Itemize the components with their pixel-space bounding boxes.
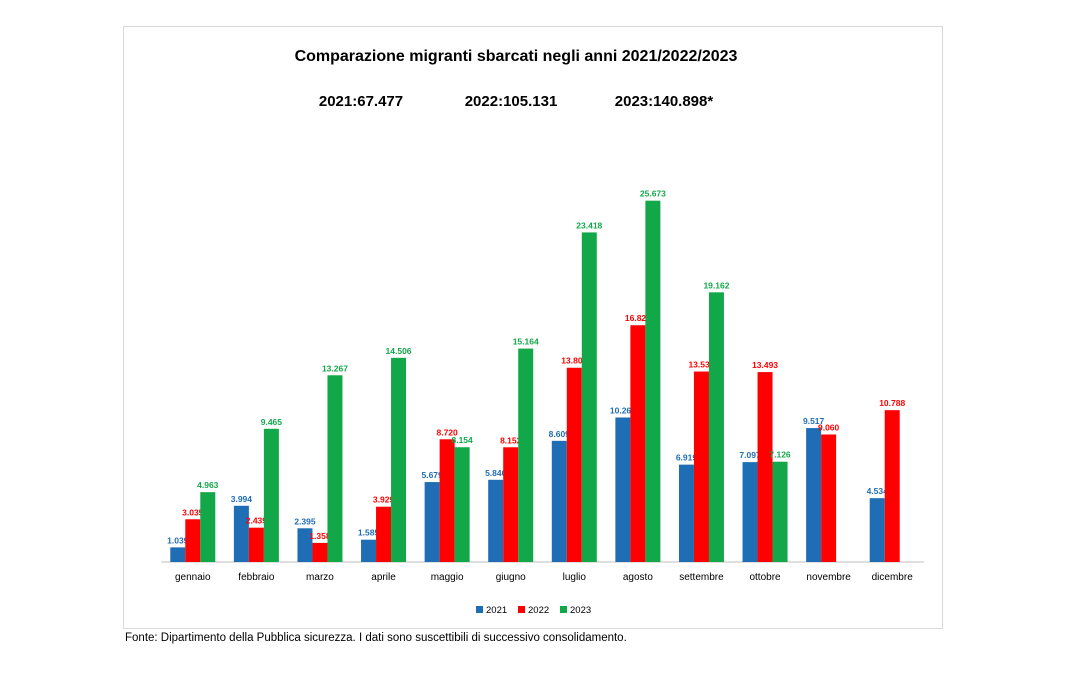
bar-2022-marzo: [312, 542, 328, 562]
bar-2022-febbraio: [248, 527, 264, 562]
bar-2023-settembre: [708, 292, 724, 562]
chart-frame: Comparazione migranti sbarcati negli ann…: [123, 26, 943, 629]
bar-2022-settembre: [693, 371, 709, 562]
data-label-2022-luglio: 13.802: [561, 356, 587, 366]
data-label-2021-ottobre: 7.097: [739, 450, 761, 460]
data-label-2021-maggio: 5.679: [421, 470, 443, 480]
bar-2021-aprile: [361, 539, 377, 562]
bar-2023-ottobre: [772, 461, 788, 562]
bar-2022-gennaio: [185, 519, 201, 562]
legend-swatch-2023: [560, 606, 567, 613]
bar-2022-maggio: [439, 439, 455, 562]
x-tick-label-luglio: luglio: [563, 572, 587, 583]
legend: 2021 2022 2023: [476, 605, 591, 616]
bar-2021-giugno: [488, 479, 504, 562]
data-label-2023-luglio: 23.418: [576, 220, 602, 230]
bar-2021-agosto: [615, 417, 631, 562]
data-label-2022-agosto: 16.822: [625, 313, 651, 323]
data-label-2021-dicembre: 4.534: [867, 486, 889, 496]
x-tick-label-novembre: novembre: [806, 572, 851, 583]
data-label-2023-ottobre: 7.126: [769, 450, 791, 460]
data-label-2022-maggio: 8.720: [436, 427, 458, 437]
bar-2023-luglio: [581, 232, 597, 562]
bar-2021-settembre: [678, 464, 694, 562]
x-tick-label-gennaio: gennaio: [175, 572, 211, 583]
source-note: Fonte: Dipartimento della Pubblica sicur…: [125, 632, 627, 644]
bar-2023-gennaio: [200, 492, 216, 562]
bar-chart: Comparazione migranti sbarcati negli ann…: [161, 48, 924, 616]
data-label-2022-aprile: 3.929: [373, 495, 395, 505]
x-tick-label-aprile: aprile: [371, 572, 396, 583]
data-label-2023-aprile: 14.506: [386, 346, 412, 356]
legend-swatch-2022: [518, 606, 525, 613]
data-label-2023-settembre: 19.162: [703, 280, 729, 290]
x-tick-label-dicembre: dicembre: [872, 572, 914, 583]
total-2022: 2022:105.131: [465, 93, 558, 110]
bar-2023-febbraio: [263, 428, 279, 562]
bar-2021-marzo: [297, 528, 313, 562]
data-label-2022-gennaio: 3.035: [182, 507, 204, 517]
data-label-2021-marzo: 2.395: [294, 516, 316, 526]
data-label-2023-giugno: 15.164: [513, 337, 539, 347]
x-tick-label-maggio: maggio: [431, 572, 464, 583]
bar-2021-novembre: [806, 428, 822, 562]
x-tick-label-febbraio: febbraio: [238, 572, 275, 583]
legend-label-2021: 2021: [486, 605, 507, 616]
data-label-2022-dicembre: 10.788: [879, 398, 905, 408]
legend-label-2022: 2022: [528, 605, 549, 616]
bar-2022-dicembre: [884, 410, 900, 562]
total-2023: 2023:140.898*: [615, 93, 714, 110]
data-label-2023-marzo: 13.267: [322, 363, 348, 373]
bar-2022-ottobre: [757, 372, 773, 562]
bar-2021-luglio: [551, 440, 567, 562]
bar-2022-agosto: [630, 325, 646, 562]
bar-2023-marzo: [327, 375, 343, 562]
x-tick-label-settembre: settembre: [679, 572, 724, 583]
data-label-2023-agosto: 25.673: [640, 189, 666, 199]
bar-2021-dicembre: [869, 498, 885, 562]
bar-2021-maggio: [424, 482, 440, 562]
bar-2023-giugno: [518, 348, 534, 562]
data-label-2021-luglio: 8.609: [549, 429, 571, 439]
data-label-2022-febbraio: 2.439: [246, 516, 268, 526]
data-label-2021-settembre: 6.919: [676, 453, 698, 463]
data-label-2022-settembre: 13.533: [688, 360, 714, 370]
plot-area: 1.039 3.035 4.963 gennaio 3.994 2.439 9.465 feb…: [161, 189, 924, 583]
x-tick-label-marzo: marzo: [306, 572, 334, 583]
x-tick-label-ottobre: ottobre: [749, 572, 781, 583]
bar-2021-febbraio: [233, 505, 249, 562]
bar-2022-giugno: [503, 447, 519, 562]
data-label-2023-maggio: 8.154: [451, 435, 473, 445]
bar-2022-aprile: [376, 506, 392, 562]
data-label-2021-aprile: 1.585: [358, 528, 380, 538]
bar-2022-novembre: [821, 434, 837, 562]
total-2021: 2021:67.477: [319, 93, 403, 110]
data-label-2022-novembre: 9.060: [818, 422, 840, 432]
data-label-2021-novembre: 9.517: [803, 416, 825, 426]
data-label-2022-marzo: 1.358: [309, 531, 331, 541]
bar-2023-agosto: [645, 200, 661, 562]
x-tick-label-giugno: giugno: [496, 572, 526, 583]
x-tick-label-agosto: agosto: [623, 572, 653, 583]
data-label-2022-giugno: 8.152: [500, 435, 522, 445]
bar-2023-aprile: [391, 357, 407, 562]
data-label-2021-giugno: 5.840: [485, 468, 507, 478]
legend-label-2023: 2023: [570, 605, 591, 616]
chart-title: Comparazione migranti sbarcati negli ann…: [295, 48, 738, 65]
data-label-2021-gennaio: 1.039: [167, 535, 189, 545]
data-label-2021-febbraio: 3.994: [231, 494, 253, 504]
bar-2021-ottobre: [742, 462, 758, 562]
data-label-2022-ottobre: 13.493: [752, 360, 778, 370]
bar-2022-luglio: [566, 367, 582, 562]
data-label-2021-agosto: 10.269: [610, 405, 636, 415]
data-label-2023-febbraio: 9.465: [261, 417, 283, 427]
legend-swatch-2021: [476, 606, 483, 613]
bar-2023-maggio: [454, 447, 470, 562]
data-label-2023-gennaio: 4.963: [197, 480, 219, 490]
bar-2021-gennaio: [170, 547, 186, 562]
